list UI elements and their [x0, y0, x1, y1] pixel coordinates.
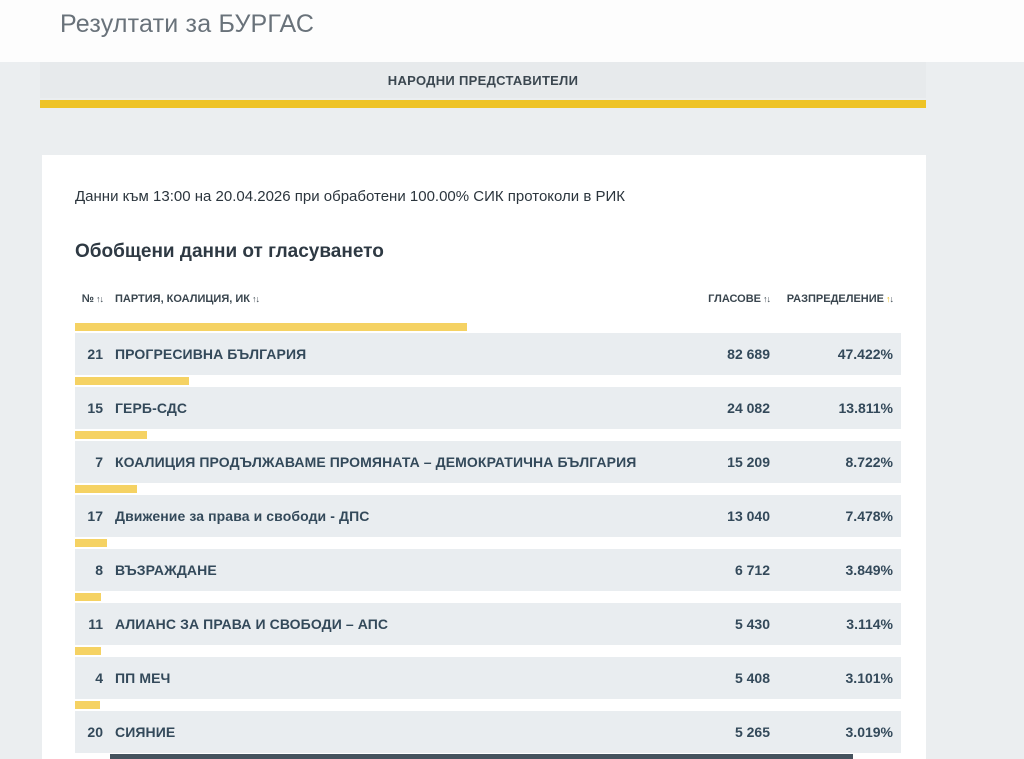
share-progress-bar: [75, 323, 467, 331]
sort-icons-share[interactable]: ↑↓: [886, 294, 894, 304]
share-cell: 47.422%: [837, 346, 893, 362]
votes-cell: 13 040: [727, 508, 770, 524]
table-row[interactable]: 7 КОАЛИЦИЯ ПРОДЪЛЖАВАМЕ ПРОМЯНАТА – ДЕМО…: [75, 441, 901, 483]
share-cell: 3.114%: [846, 616, 893, 632]
votes-cell: 15 209: [727, 454, 770, 470]
column-header-votes[interactable]: ГЛАСОВЕ ↑↓: [708, 293, 771, 305]
share-cell: 8.722%: [845, 454, 893, 470]
share-progress-bar: [75, 485, 137, 493]
result-row-block: 7 КОАЛИЦИЯ ПРОДЪЛЖАВАМЕ ПРОМЯНАТА – ДЕМО…: [75, 431, 901, 483]
party-number-cell: 21: [87, 346, 103, 362]
party-name-cell: АЛИАНС ЗА ПРАВА И СВОБОДИ – АПС: [115, 616, 389, 632]
partial-next-element: [110, 754, 853, 759]
votes-cell: 6 712: [734, 562, 770, 578]
party-number-cell: 15: [87, 400, 103, 416]
votes-cell: 5 265: [734, 724, 770, 740]
share-progress-bar: [75, 431, 148, 439]
result-row-block: 11 АЛИАНС ЗА ПРАВА И СВОБОДИ – АПС 5 430…: [75, 593, 901, 645]
column-header-share[interactable]: РАЗПРЕДЕЛЕНИЕ ↑↓: [786, 293, 894, 305]
top-strip: Резултати за БУРГАС: [0, 0, 1024, 62]
party-number-cell: 17: [87, 508, 103, 524]
section-header-band: НАРОДНИ ПРЕДСТАВИТЕЛИ: [40, 62, 926, 98]
votes-cell: 24 082: [727, 400, 770, 416]
table-row[interactable]: 21 ПРОГРЕСИВНА БЪЛГАРИЯ 82 689 47.422%: [75, 333, 901, 375]
section-container: НАРОДНИ ПРЕДСТАВИТЕЛИ: [40, 62, 926, 108]
party-name-cell: ГЕРБ-СДС: [115, 400, 188, 416]
result-row-block: 4 ПП МЕЧ 5 408 3.101%: [75, 647, 901, 699]
party-number-cell: 20: [87, 724, 103, 740]
page-title: Резултати за БУРГАС: [60, 10, 315, 38]
party-number-cell: 8: [95, 562, 103, 578]
party-number-cell: 4: [95, 670, 103, 686]
results-table: № ↑↓ ПАРТИЯ, КОАЛИЦИЯ, ИК ↑↓ ГЛАСОВЕ ↑↓ РАЗ…: [75, 293, 901, 753]
result-row-block: 8 ВЪЗРАЖДАНЕ 6 712 3.849%: [75, 539, 901, 591]
table-row[interactable]: 11 АЛИАНС ЗА ПРАВА И СВОБОДИ – АПС 5 430…: [75, 603, 901, 645]
party-name-cell: КОАЛИЦИЯ ПРОДЪЛЖАВАМЕ ПРОМЯНАТА – ДЕМОКР…: [115, 454, 637, 470]
result-row-block: 15 ГЕРБ-СДС 24 082 13.811%: [75, 377, 901, 429]
result-row-block: 20 СИЯНИЕ 5 265 3.019%: [75, 701, 901, 753]
share-progress-bar: [75, 593, 101, 601]
share-cell: 3.849%: [845, 562, 893, 578]
summary-heading: Обобщени данни от гласуването: [75, 241, 384, 262]
share-cell: 3.019%: [845, 724, 893, 740]
result-row-block: 17 Движение за права и свободи - ДПС 13 …: [75, 485, 901, 537]
section-accent-underline: [40, 100, 926, 108]
table-header-row: № ↑↓ ПАРТИЯ, КОАЛИЦИЯ, ИК ↑↓ ГЛАСОВЕ ↑↓ РАЗ…: [75, 293, 901, 305]
party-name-cell: ПРОГРЕСИВНА БЪЛГАРИЯ: [115, 346, 307, 362]
party-name-cell: Движение за права и свободи - ДПС: [115, 508, 370, 524]
share-progress-bar: [75, 647, 101, 655]
result-row-block: 21 ПРОГРЕСИВНА БЪЛГАРИЯ 82 689 47.422%: [75, 323, 901, 375]
share-progress-bar: [75, 377, 190, 385]
party-name-cell: ВЪЗРАЖДАНЕ: [115, 562, 217, 578]
votes-cell: 5 430: [734, 616, 770, 632]
party-name-cell: СИЯНИЕ: [115, 724, 176, 740]
sort-icons-number[interactable]: ↑↓: [96, 294, 104, 304]
column-header-party[interactable]: ПАРТИЯ, КОАЛИЦИЯ, ИК ↑↓: [115, 293, 260, 305]
table-row[interactable]: 17 Движение за права и свободи - ДПС 13 …: [75, 495, 901, 537]
share-cell: 13.811%: [838, 400, 894, 416]
column-header-number[interactable]: № ↑↓: [81, 293, 104, 305]
table-row[interactable]: 20 СИЯНИЕ 5 265 3.019%: [75, 711, 901, 753]
share-cell: 7.478%: [845, 508, 893, 524]
party-number-cell: 11: [88, 616, 103, 632]
results-card: Данни към 13:00 на 20.04.2026 при обрабо…: [42, 155, 926, 759]
share-progress-bar: [75, 701, 100, 709]
share-cell: 3.101%: [845, 670, 893, 686]
status-line: Данни към 13:00 на 20.04.2026 при обрабо…: [75, 188, 626, 205]
sort-icons-votes[interactable]: ↑↓: [763, 294, 771, 304]
votes-cell: 5 408: [734, 670, 770, 686]
section-header-label: НАРОДНИ ПРЕДСТАВИТЕЛИ: [387, 72, 579, 88]
party-name-cell: ПП МЕЧ: [115, 670, 171, 686]
party-number-cell: 7: [95, 454, 103, 470]
sort-icons-party[interactable]: ↑↓: [251, 294, 260, 304]
table-row[interactable]: 15 ГЕРБ-СДС 24 082 13.811%: [75, 387, 901, 429]
share-progress-bar: [75, 539, 107, 547]
table-body: 21 ПРОГРЕСИВНА БЪЛГАРИЯ 82 689 47.422% 1…: [75, 323, 901, 753]
votes-cell: 82 689: [727, 346, 770, 362]
table-row[interactable]: 4 ПП МЕЧ 5 408 3.101%: [75, 657, 901, 699]
table-row[interactable]: 8 ВЪЗРАЖДАНЕ 6 712 3.849%: [75, 549, 901, 591]
